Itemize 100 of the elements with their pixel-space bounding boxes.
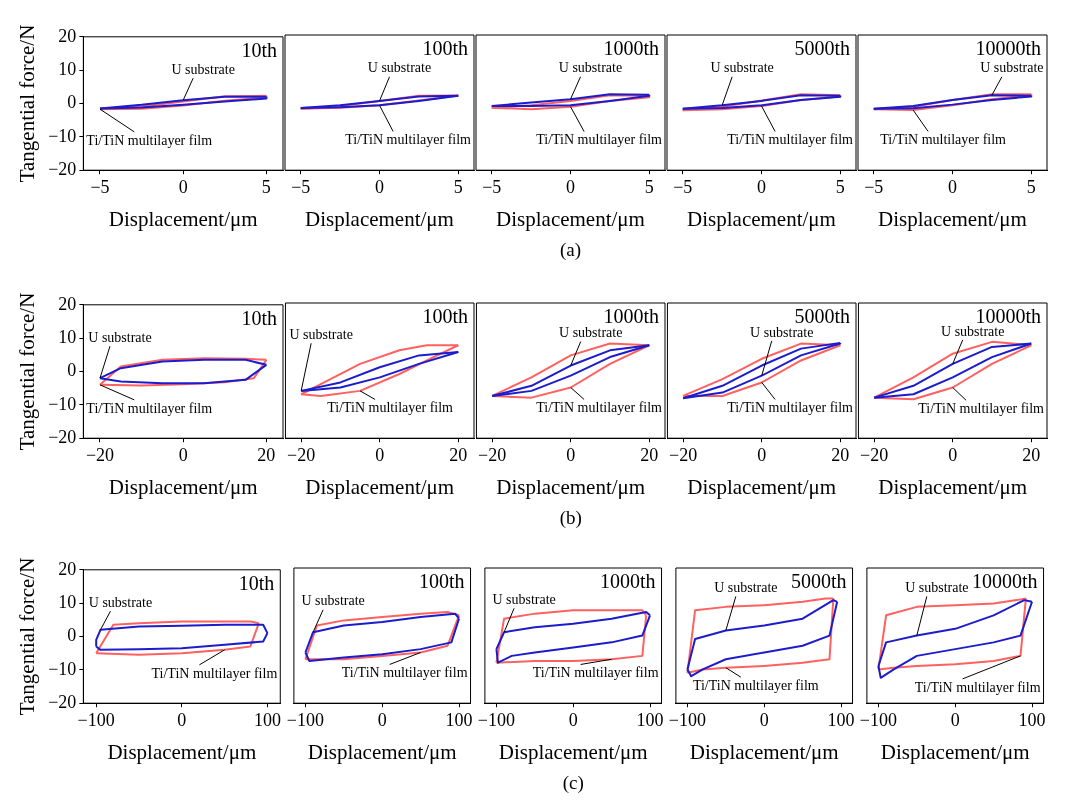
y-tick-label: −20 — [48, 158, 77, 179]
text: (a) — [559, 239, 582, 262]
x-tick-label: −5 — [673, 176, 693, 197]
x-axis-title: Displacement/μm — [307, 739, 457, 764]
x-tick-label: 5 — [835, 176, 845, 197]
annotation: Ti/TiN multilayer film — [692, 677, 819, 693]
x-tick-label: 5 — [261, 176, 271, 197]
chart-title: 10th — [241, 39, 277, 62]
annotation: U substrate — [710, 60, 774, 76]
x-tick-label: 20 — [1022, 444, 1041, 465]
x-tick-label: −100 — [286, 709, 324, 730]
x-tick-label: −100 — [668, 709, 706, 730]
x-tick-label: −20 — [287, 444, 316, 465]
x-tick-label: 0 — [375, 176, 384, 197]
x-tick-label: 5 — [644, 176, 654, 197]
x-tick-label: −5 — [482, 176, 502, 197]
chart-title: 10000th — [975, 37, 1041, 60]
y-tick-label: −10 — [48, 658, 77, 679]
chart-title: 100th — [422, 37, 468, 60]
annotation: U substrate — [367, 60, 432, 76]
x-tick-label: 20 — [831, 444, 850, 465]
annotation: U substrate — [980, 60, 1044, 76]
y-tick-label: 0 — [67, 92, 77, 113]
x-tick-label: 20 — [640, 444, 659, 465]
x-tick-label: 0 — [948, 176, 957, 197]
y-tick-label: 20 — [58, 25, 77, 46]
annotation: Ti/TiN multilayer film — [327, 400, 454, 416]
annotation: U substrate — [171, 61, 235, 77]
y-tick-label: 10 — [58, 591, 77, 612]
x-tick-label: 0 — [948, 444, 958, 465]
x-tick-label: −20 — [669, 444, 698, 465]
y-tick-label: −20 — [48, 426, 77, 447]
chart-title: 100th — [418, 570, 465, 593]
y-tick-label: 10 — [58, 58, 77, 79]
y-axis-title: Tangential force/N — [15, 292, 40, 451]
chart-title: 100th — [422, 305, 468, 328]
chart-title: 1000th — [603, 305, 659, 328]
x-tick-label: 0 — [757, 444, 767, 465]
annotation: Ti/TiN multilayer film — [914, 679, 1041, 695]
y-axis-title: Tangential force/N — [15, 24, 40, 183]
annotation: U substrate — [492, 591, 556, 607]
annotation: Ti/TiN multilayer film — [151, 665, 278, 681]
x-tick-label: −20 — [85, 444, 115, 465]
x-tick-label: 0 — [759, 709, 769, 730]
annotation: Ti/TiN multilayer film — [727, 132, 854, 148]
y-tick-label: 20 — [58, 558, 77, 579]
annotation: U substrate — [714, 580, 778, 596]
x-tick-label: 0 — [377, 709, 387, 730]
x-tick-label: 0 — [566, 444, 576, 465]
x-axis-title: Displacement/μm — [107, 739, 257, 764]
x-tick-label: 0 — [950, 709, 960, 730]
annotation: U substrate — [88, 329, 152, 345]
y-tick-label: 10 — [58, 326, 77, 347]
x-tick-label: 0 — [375, 444, 385, 465]
chart-title: 5000th — [794, 37, 850, 60]
chart-title: 10000th — [971, 570, 1038, 593]
x-axis-title: Displacement/μm — [496, 206, 645, 231]
chart-title: 10th — [238, 572, 275, 595]
x-tick-label: 100 — [1018, 709, 1046, 730]
x-axis-title: Displacement/μm — [498, 739, 648, 764]
annotation: U substrate — [559, 325, 623, 341]
x-axis-title: Displacement/μm — [878, 474, 1028, 499]
y-axis-title: Tangential force/N — [15, 557, 40, 716]
x-axis-title: Displacement/μm — [108, 474, 258, 499]
y-tick-label: 0 — [67, 625, 77, 646]
annotation: Ti/TiN multilayer film — [918, 401, 1045, 416]
annotation: Ti/TiN multilayer film — [345, 132, 472, 148]
x-axis-title: Displacement/μm — [878, 206, 1027, 231]
x-tick-label: 5 — [1026, 176, 1036, 197]
annotation: U substrate — [289, 326, 353, 342]
x-axis-title: Displacement/μm — [305, 474, 455, 499]
x-tick-label: −100 — [859, 709, 897, 730]
y-tick-label: 20 — [58, 293, 77, 314]
x-tick-label: −5 — [864, 176, 884, 197]
x-tick-label: 0 — [177, 709, 187, 730]
x-tick-label: −20 — [860, 444, 889, 465]
y-tick-label: −10 — [48, 125, 77, 146]
x-tick-label: −100 — [477, 709, 515, 730]
x-tick-label: 100 — [827, 709, 855, 730]
x-axis-title: Displacement/μm — [687, 474, 837, 499]
x-axis-title: Displacement/μm — [880, 739, 1030, 764]
annotation: Ti/TiN multilayer film — [536, 400, 663, 416]
x-tick-label: −100 — [77, 709, 115, 730]
x-axis-title: Displacement/μm — [305, 206, 454, 231]
y-tick-label: 0 — [67, 360, 77, 381]
annotation: Ti/TiN multilayer film — [532, 665, 659, 681]
text: (b) — [559, 507, 582, 530]
x-axis-title: Displacement/μm — [108, 206, 258, 231]
x-tick-label: 0 — [178, 176, 188, 197]
x-tick-label: −20 — [478, 444, 507, 465]
x-tick-label: 20 — [257, 444, 276, 465]
x-tick-label: 0 — [566, 176, 575, 197]
y-tick-label: −10 — [48, 393, 77, 414]
x-tick-label: 100 — [253, 709, 281, 730]
x-tick-label: 100 — [636, 709, 664, 730]
annotation: Ti/TiN multilayer film — [86, 400, 213, 416]
x-tick-label: 100 — [445, 709, 473, 730]
chart-title: 1000th — [603, 37, 659, 60]
annotation: U substrate — [88, 594, 153, 610]
text: (c) — [562, 772, 584, 795]
